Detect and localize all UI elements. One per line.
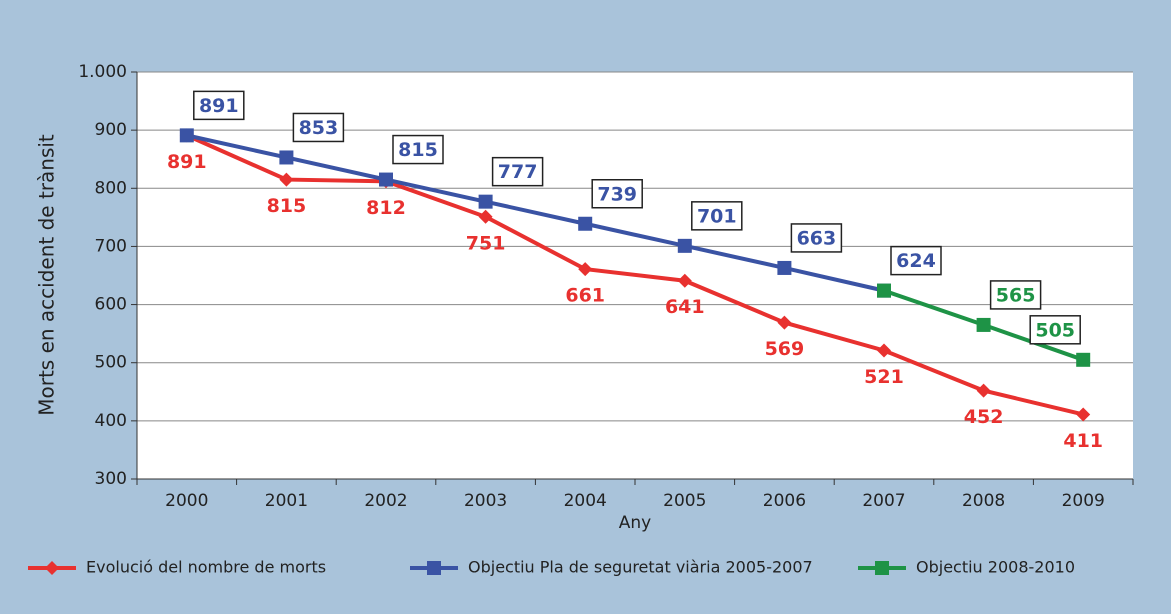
point: [279, 172, 294, 187]
point: [777, 260, 792, 275]
point: [1076, 352, 1091, 367]
x-tick-label: 2006: [763, 491, 806, 511]
point: [578, 216, 593, 231]
y-tick-label: 400: [95, 411, 127, 431]
y-tick-label: 800: [95, 178, 127, 198]
data-label: 853: [299, 117, 339, 139]
point: [478, 194, 493, 209]
data-label-box: [890, 245, 942, 276]
x-axis-label: Any: [619, 513, 651, 533]
x-tick-label: 2000: [165, 491, 208, 511]
point: [379, 172, 393, 187]
data-label-box: [591, 179, 643, 209]
legend-marker: [45, 561, 59, 575]
data-label: 739: [597, 183, 637, 205]
y-axis-label: Morts en accident de trànsit: [35, 134, 59, 416]
point: [578, 262, 593, 277]
series-line: [185, 133, 1084, 417]
point: [677, 273, 692, 288]
data-label: 411: [1063, 430, 1103, 452]
x-tick-label: 2005: [663, 491, 706, 511]
point: [976, 317, 991, 332]
data-label: 815: [267, 195, 307, 217]
x-tick-label: 2001: [265, 491, 308, 511]
y-tick-label: 700: [95, 236, 127, 256]
data-label-box: [392, 134, 444, 165]
point: [976, 383, 991, 398]
x-tick-label: 2003: [464, 491, 507, 511]
point: [877, 283, 891, 298]
x-tick-label: 2009: [1062, 491, 1105, 511]
y-tick-label: 600: [95, 295, 127, 315]
point: [179, 128, 194, 143]
data-label-box: [989, 280, 1042, 310]
y-tick-label: 900: [95, 120, 127, 140]
data-label: 661: [565, 285, 605, 307]
data-label: 751: [466, 232, 506, 254]
point: [777, 315, 792, 330]
legend-marker: [875, 561, 889, 575]
data-label: 521: [864, 366, 904, 388]
legend-label: Evolució del nombre de morts: [86, 558, 326, 577]
y-tick-label: 300: [95, 469, 127, 489]
data-label-box: [292, 112, 345, 143]
x-tick-label: 2002: [364, 491, 407, 511]
x-tick-label: 2004: [564, 491, 607, 511]
point: [478, 209, 493, 224]
data-label: 452: [964, 406, 1004, 428]
y-tick-label: 1.000: [78, 62, 127, 82]
point: [279, 150, 294, 165]
data-label: 641: [665, 296, 705, 318]
point: [1076, 407, 1091, 422]
point: [877, 343, 891, 358]
data-label: 565: [996, 284, 1036, 306]
x-tick-label: 2007: [862, 491, 905, 511]
data-label: 812: [366, 197, 406, 219]
data-label: 505: [1035, 319, 1075, 341]
data-label-box: [691, 201, 743, 231]
legend-label: Objectiu 2008-2010: [916, 558, 1075, 577]
data-label-box: [1029, 315, 1081, 345]
legend-label: Objectiu Pla de seguretat viària 2005-20…: [468, 558, 813, 577]
data-label: 569: [765, 338, 805, 360]
data-label: 624: [896, 250, 936, 272]
x-tick-label: 2008: [962, 491, 1005, 511]
data-label: 701: [697, 205, 737, 227]
data-label-box: [790, 223, 843, 253]
data-label-box: [491, 156, 544, 187]
data-label: 777: [498, 161, 538, 183]
point: [677, 238, 692, 253]
legend-marker: [427, 561, 441, 575]
data-label: 891: [167, 151, 207, 173]
y-tick-label: 500: [95, 353, 127, 373]
data-label-box: [193, 90, 245, 121]
series-line: [186, 133, 885, 293]
data-label: 815: [398, 139, 438, 161]
data-label: 663: [797, 227, 837, 249]
data-label: 891: [199, 95, 239, 117]
